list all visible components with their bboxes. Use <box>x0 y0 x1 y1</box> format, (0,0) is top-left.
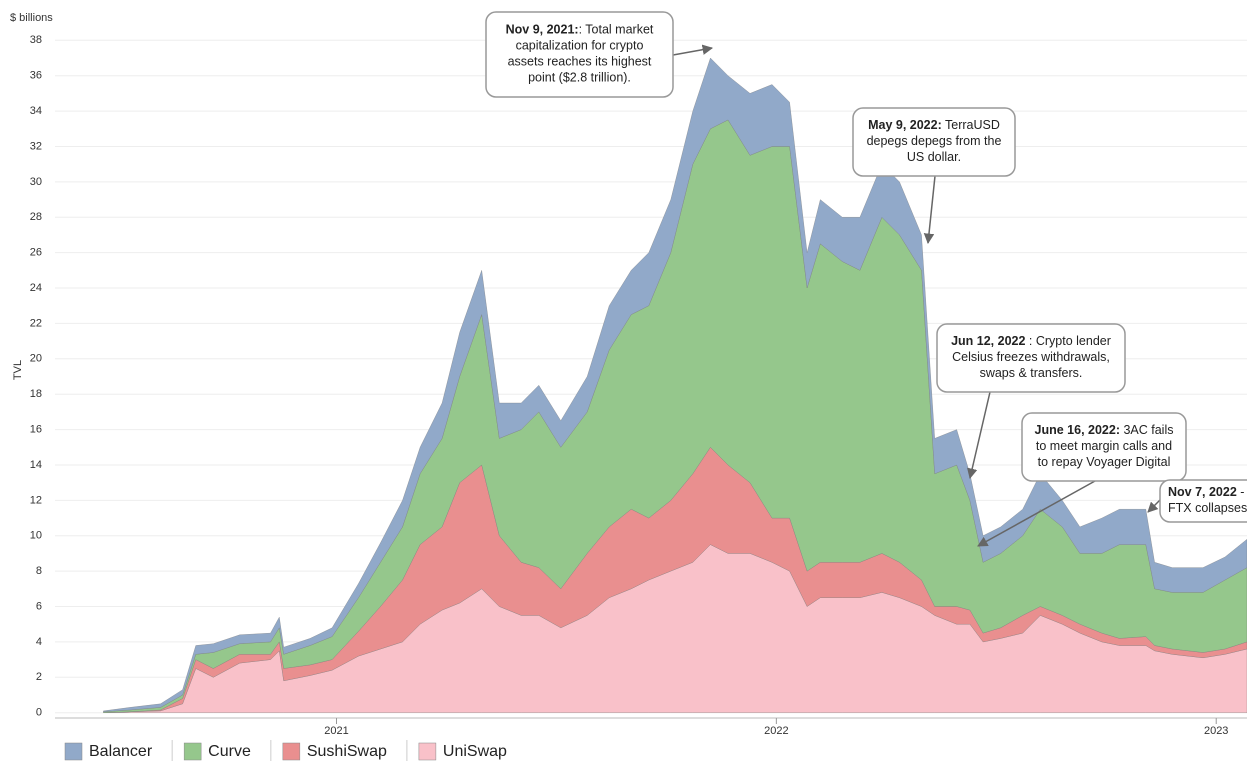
annotation-text: capitalization for crypto <box>516 39 644 53</box>
annotation-line: Celsius freezes withdrawals, <box>952 350 1110 364</box>
annotation-arrow <box>977 480 1096 547</box>
legend-label: SushiSwap <box>307 743 387 760</box>
annotation-text: point ($2.8 trillion). <box>528 71 631 85</box>
annotation-box <box>1159 479 1247 523</box>
annotation-date: Nov 9, 2021: <box>506 23 579 37</box>
y-tick-label: 18 <box>30 388 42 400</box>
y-tick-label: 34 <box>30 105 42 117</box>
annotation-line: point ($2.8 trillion). <box>528 71 631 85</box>
legend-label: UniSwap <box>443 743 507 760</box>
annotation-arrow <box>967 391 991 480</box>
annotation-line: US dollar. <box>907 150 961 164</box>
x-tick-label: 2023 <box>1204 725 1228 737</box>
y-tick-label: 22 <box>30 317 42 329</box>
annotation-line: TerraUSD <box>942 118 1000 132</box>
annotation-text: May 9, 2022: TerraUSD <box>868 118 1000 132</box>
annotation-box <box>936 323 1126 393</box>
annotation-line: assets reaches its highest <box>508 55 652 69</box>
legend-label: Balancer <box>89 743 153 760</box>
annotation: Jun 12, 2022 : Crypto lender Celsius free… <box>936 323 1126 480</box>
y-tick-label: 36 <box>30 70 42 82</box>
annotation-text: Nov 7, 2022 - <box>1168 485 1244 499</box>
x-tick-label: 2022 <box>764 725 788 737</box>
y-tick-label: 2 <box>36 671 42 683</box>
y-tick-label: 38 <box>30 34 42 46</box>
y-tick-label: 6 <box>36 600 42 612</box>
annotation-box <box>852 107 1016 177</box>
annotation-arrow <box>672 44 714 56</box>
annotation-date: June 16, 2022: <box>1035 423 1120 437</box>
annotation-line: to repay Voyager Digital <box>1038 455 1171 469</box>
y-axis-label: TVL <box>12 360 24 380</box>
y-tick-label: 24 <box>30 282 42 294</box>
annotation-box <box>1021 412 1187 482</box>
annotation-text: Jun 12, 2022 : Crypto lender <box>951 334 1111 348</box>
legend-label: Curve <box>208 743 251 760</box>
annotation: June 16, 2022: 3AC fails to meet margin c… <box>977 412 1187 547</box>
y-tick-label: 32 <box>30 140 42 152</box>
y-tick-label: 10 <box>30 530 42 542</box>
annotation-text: US dollar. <box>907 150 961 164</box>
annotation-arrow <box>1147 499 1161 513</box>
legend-swatch <box>64 742 83 761</box>
annotation-text: assets reaches its highest <box>508 55 652 69</box>
annotation-line: capitalization for crypto <box>516 39 644 53</box>
legend-swatch <box>282 742 301 761</box>
annotation-text: swaps & transfers. <box>980 366 1083 380</box>
annotation-text: to repay Voyager Digital <box>1038 455 1171 469</box>
annotation: Nov 7, 2022 - FTX collapses <box>1147 479 1247 523</box>
annotation-line: : Total market <box>579 23 654 37</box>
annotation-line: depegs depegs from the <box>867 134 1002 148</box>
annotation-line: - <box>1237 485 1245 499</box>
annotation-text: to meet margin calls and <box>1036 439 1172 453</box>
annotation-line: swaps & transfers. <box>980 366 1083 380</box>
y-tick-label: 8 <box>36 565 42 577</box>
legend-swatch <box>418 742 437 761</box>
annotation-box <box>485 11 674 98</box>
annotation-date: Jun 12, 2022 <box>951 334 1025 348</box>
annotation-date: May 9, 2022: <box>868 118 942 132</box>
y-tick-label: 28 <box>30 211 42 223</box>
annotation-text: depegs depegs from the <box>867 134 1002 148</box>
annotation-line: 3AC fails <box>1120 423 1174 437</box>
annotation-line: FTX collapses <box>1168 501 1247 515</box>
y-tick-label: 14 <box>30 459 42 471</box>
y-tick-label: 4 <box>36 636 42 648</box>
y-unit: $ billions <box>10 12 53 24</box>
y-tick-label: 12 <box>30 494 42 506</box>
annotation-date: Nov 7, 2022 <box>1168 485 1237 499</box>
y-tick-label: 30 <box>30 176 42 188</box>
annotation-line: to meet margin calls and <box>1036 439 1172 453</box>
y-tick-label: 0 <box>36 707 42 719</box>
annotation-text: FTX collapses <box>1168 501 1247 515</box>
y-tick-label: 16 <box>30 423 42 435</box>
annotation: Nov 9, 2021:: Total marketcapitalization… <box>485 11 714 98</box>
y-tick-label: 26 <box>30 247 42 259</box>
legend-swatch <box>183 742 202 761</box>
annotation-arrow <box>923 175 936 245</box>
annotation-text: June 16, 2022: 3AC fails <box>1035 423 1174 437</box>
annotation: May 9, 2022: TerraUSD depegs depegs from … <box>852 107 1016 245</box>
annotation-line: : Crypto lender <box>1025 334 1110 348</box>
x-tick-label: 2021 <box>324 725 348 737</box>
annotation-text: Celsius freezes withdrawals, <box>952 350 1110 364</box>
annotation-text: Nov 9, 2021:: Total market <box>506 23 654 37</box>
y-tick-label: 20 <box>30 353 42 365</box>
area-0 <box>103 57 1247 713</box>
